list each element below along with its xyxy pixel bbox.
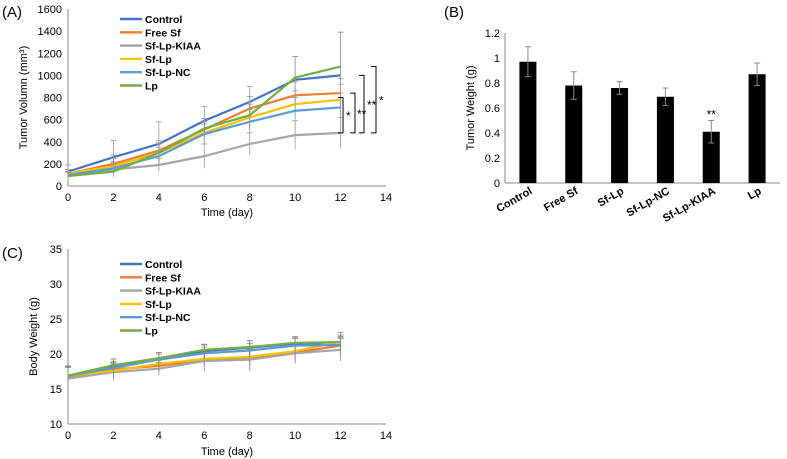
panel-a-sig-label: ** [367,98,377,112]
panel-c-y-tick-30: 30 [50,279,62,291]
panel-a-legend-sf-lp-kiaa: Sf-Lp-KIAA [145,41,201,53]
panel-b-bar-lp [748,74,766,183]
panel-c-legend-control: Control [145,259,182,271]
panel-a-y-tick-400: 400 [44,137,62,149]
panel-a-x-tick-4: 4 [156,192,162,204]
panel-b-y-tick-5: 1 [494,53,500,65]
panel-c-x-tick-12: 12 [334,430,346,442]
panel-c-x-tick-8: 8 [247,430,253,442]
panel-a-sig-bracket [371,66,377,134]
panel-a-line-lp [67,65,341,178]
panel-b-y-tick-2: 0.4 [485,128,500,140]
panel-c-y-tick-35: 35 [50,244,62,256]
panel-c-x-tick-4: 4 [156,430,162,442]
panel-a-x-tick-8: 8 [247,192,253,204]
panel-a-sig-label: * [379,94,384,108]
panel-b-bar-control [519,61,537,183]
panel-c-x-tick-10: 10 [289,430,301,442]
panel-b-x-tick-free-sf: Free Sf [542,185,581,214]
panel-a-y-tick-0: 0 [56,181,62,193]
panel-c-legend-sf-lp-kiaa: Sf-Lp-KIAA [145,286,201,298]
panel-c-legend-lp: Lp [145,326,158,338]
panel-b: (B) 0 0.2 0.4 0.6 0.8 1 1.2 Tumor Weight (g) Cont… [444,4,780,225]
panel-c-y-tick-20: 20 [50,349,62,361]
panel-c-y-tick-15: 15 [50,384,62,396]
panel-c-series-lp [65,334,344,385]
panel-a-series-lp [65,31,344,180]
panel-b-y-tick-4: 0.8 [485,78,500,90]
panel-a-y-tick-1400: 1400 [38,26,62,38]
panel-b-bar-sf-lp [611,88,629,183]
panel-a-y-tick-1600: 1600 [38,4,62,16]
panel-a-y-label: Tumor Volumn (mm³) [18,46,30,150]
panel-a-legend-control: Control [145,14,182,26]
panel-b-y-tick-6: 1.2 [485,28,500,40]
panel-a-legend-free-sf: Free Sf [145,27,181,39]
panel-a-sig-label: * [346,109,351,123]
panel-a-x-tick-10: 10 [289,192,301,204]
panel-c-x-tick-2: 2 [110,430,116,442]
panel-b-x-tick-control: Control [495,185,535,215]
panel-c-legend-sf-lp: Sf-Lp [145,299,172,311]
panel-a-x-tick-14: 14 [380,192,392,204]
panel-b-y-tick-3: 0.6 [485,103,500,115]
panel-a-sig-bracket [350,92,356,134]
panel-c-x-tick-0: 0 [65,430,71,442]
panel-c-y-tick-25: 25 [50,314,62,326]
panel-c-y-tick-10: 10 [50,419,62,431]
panel-b-y-label: Tumor Weight (g) [465,66,477,151]
panel-b-bar-free-sf [565,85,583,183]
panel-a-x-tick-2: 2 [110,192,116,204]
panel-a-legend-sf-lp-nc: Sf-Lp-NC [145,67,191,79]
panel-c-legend-free-sf: Free Sf [145,272,181,284]
panel-b-x-tick-sf-lp: Sf-Lp [596,185,627,210]
panel-a-sig-bracket [359,74,365,134]
panel-c: (C) 10 15 20 25 30 35 0 2 4 6 8 10 12 14 Time (day) Body… [2,244,392,458]
panel-c-line-lp [67,341,341,377]
panel-a-y-tick-200: 200 [44,159,62,171]
panel-b-sig-label: ** [707,108,717,122]
panel-b-x-tick-lp: Lp [746,185,764,202]
panel-c-legend-sf-lp-nc: Sf-Lp-NC [145,312,191,324]
panel-a-sig-label: ** [357,107,367,121]
panel-b-bar-sf-lp-kiaa [702,131,720,183]
panel-c-x-tick-6: 6 [201,430,207,442]
panel-a-y-tick-1000: 1000 [38,70,62,82]
panel-a-x-tick-6: 6 [201,192,207,204]
panel-b-y-tick-0: 0 [494,178,500,190]
panel-c-label: (C) [2,245,23,262]
panel-b-bar-sf-lp-nc [656,96,674,183]
panel-a-legend-lp: Lp [145,81,158,93]
panel-a-y-tick-600: 600 [44,115,62,127]
panel-a-label: (A) [2,4,22,21]
panel-c-y-label: Body Weight (g) [28,297,40,376]
panel-a-x-tick-12: 12 [334,192,346,204]
panel-c-x-tick-14: 14 [380,430,392,442]
panel-b-x-tick-sf-lp-kiaa: Sf-Lp-KIAA [661,185,718,225]
panel-b-label: (B) [444,4,464,21]
panel-b-y-tick-1: 0.2 [485,153,500,165]
panel-a-y-tick-1200: 1200 [38,48,62,60]
panel-a-y-tick-800: 800 [44,93,62,105]
panel-a: (A) 0 200 400 600 800 1000 1200 1400 1600 0 2 4 6 8 10 1… [2,4,392,219]
panel-a-x-label: Time (day) [201,207,253,219]
panel-a-x-tick-0: 0 [65,192,71,204]
panel-a-sig-bracket [338,97,344,134]
panel-c-x-label: Time (day) [201,446,253,458]
panel-a-legend-sf-lp: Sf-Lp [145,54,172,66]
